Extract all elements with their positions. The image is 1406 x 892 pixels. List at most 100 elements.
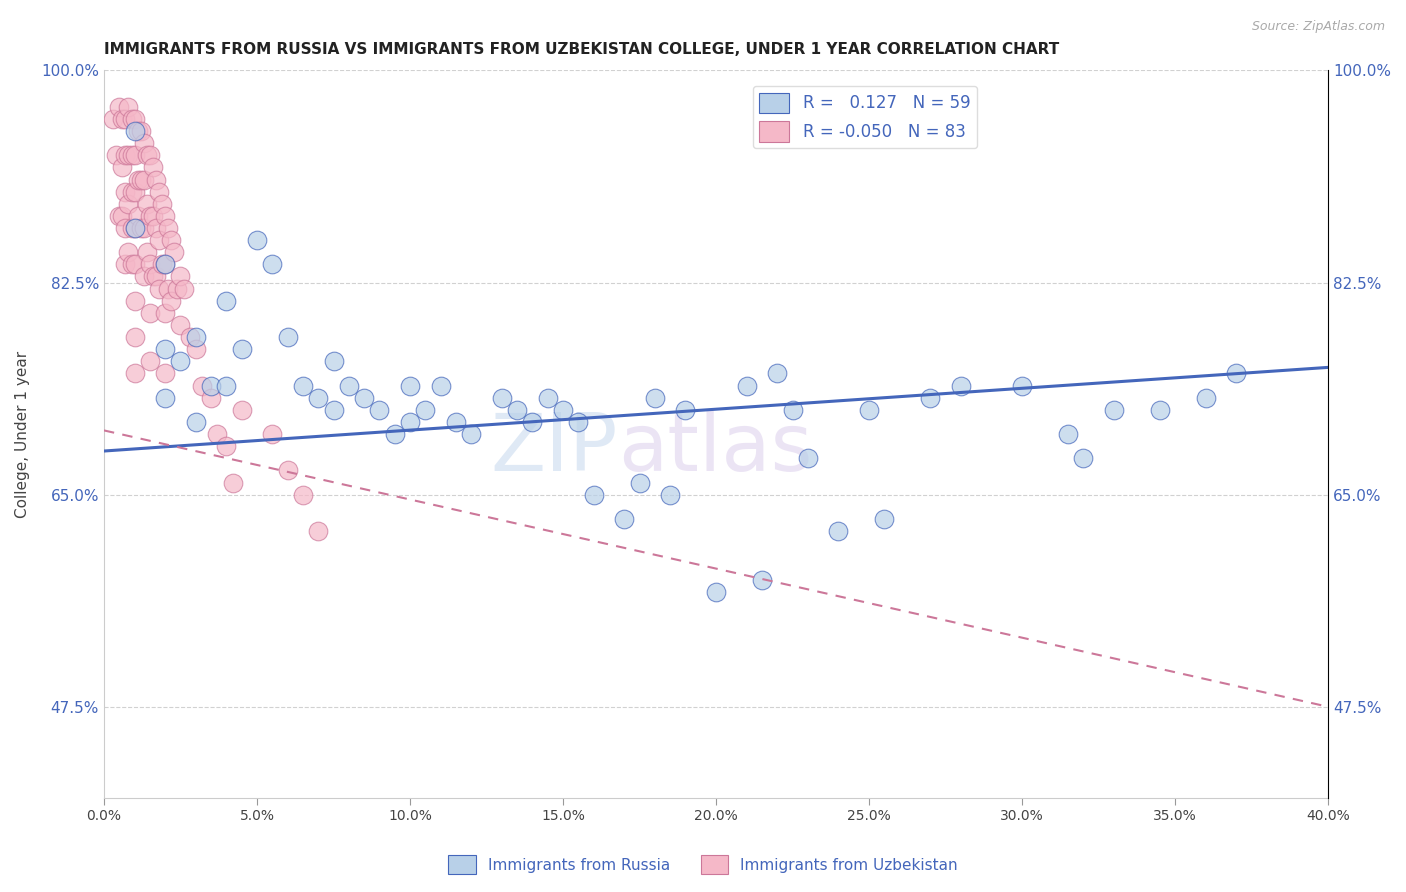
Point — [150, 196, 173, 211]
Point — [121, 221, 143, 235]
Point — [114, 185, 136, 199]
Point — [169, 354, 191, 368]
Point — [200, 378, 222, 392]
Point — [307, 524, 329, 538]
Point — [231, 342, 253, 356]
Point — [157, 282, 180, 296]
Point — [644, 391, 666, 405]
Point — [129, 221, 152, 235]
Point — [166, 282, 188, 296]
Point — [105, 148, 128, 162]
Point — [1195, 391, 1218, 405]
Point — [246, 233, 269, 247]
Point — [322, 402, 344, 417]
Point — [399, 378, 422, 392]
Point — [307, 391, 329, 405]
Point — [1057, 427, 1080, 442]
Y-axis label: College, Under 1 year: College, Under 1 year — [15, 351, 30, 517]
Point — [169, 318, 191, 332]
Point — [124, 185, 146, 199]
Point — [827, 524, 849, 538]
Point — [124, 124, 146, 138]
Point — [1102, 402, 1125, 417]
Point — [735, 378, 758, 392]
Point — [200, 391, 222, 405]
Point — [101, 112, 124, 126]
Point — [153, 342, 176, 356]
Point — [551, 402, 574, 417]
Point — [124, 330, 146, 344]
Point — [205, 427, 228, 442]
Point — [506, 402, 529, 417]
Point — [567, 415, 589, 429]
Point — [766, 367, 789, 381]
Point — [114, 148, 136, 162]
Point — [117, 100, 139, 114]
Point — [628, 475, 651, 490]
Point — [132, 221, 155, 235]
Point — [121, 148, 143, 162]
Point — [949, 378, 972, 392]
Point — [399, 415, 422, 429]
Point — [797, 451, 820, 466]
Point — [108, 100, 131, 114]
Point — [139, 354, 162, 368]
Point — [491, 391, 513, 405]
Point — [522, 415, 544, 429]
Point — [148, 233, 170, 247]
Point — [291, 488, 314, 502]
Point — [129, 124, 152, 138]
Point — [145, 269, 167, 284]
Point — [117, 196, 139, 211]
Point — [582, 488, 605, 502]
Point — [135, 245, 157, 260]
Point — [127, 124, 149, 138]
Point — [215, 439, 238, 453]
Point — [160, 293, 183, 308]
Point — [537, 391, 560, 405]
Point — [163, 245, 186, 260]
Point — [127, 172, 149, 186]
Text: ZIP: ZIP — [491, 409, 619, 488]
Point — [132, 136, 155, 150]
Point — [142, 161, 165, 175]
Point — [415, 402, 437, 417]
Point — [124, 221, 146, 235]
Text: IMMIGRANTS FROM RUSSIA VS IMMIGRANTS FROM UZBEKISTAN COLLEGE, UNDER 1 YEAR CORRE: IMMIGRANTS FROM RUSSIA VS IMMIGRANTS FRO… — [104, 42, 1059, 57]
Point — [184, 342, 207, 356]
Point — [157, 221, 180, 235]
Point — [384, 427, 406, 442]
Point — [353, 391, 375, 405]
Legend: R =   0.127   N = 59, R = -0.050   N = 83: R = 0.127 N = 59, R = -0.050 N = 83 — [752, 86, 977, 148]
Point — [368, 402, 391, 417]
Point — [148, 282, 170, 296]
Point — [215, 378, 238, 392]
Point — [920, 391, 942, 405]
Point — [139, 209, 162, 223]
Point — [184, 415, 207, 429]
Point — [858, 402, 880, 417]
Point — [111, 112, 134, 126]
Point — [444, 415, 467, 429]
Point — [262, 257, 284, 271]
Point — [291, 378, 314, 392]
Point — [1011, 378, 1033, 392]
Point — [114, 221, 136, 235]
Point — [127, 209, 149, 223]
Point — [108, 209, 131, 223]
Point — [277, 463, 299, 477]
Point — [153, 257, 176, 271]
Point — [121, 112, 143, 126]
Point — [873, 512, 896, 526]
Point — [150, 257, 173, 271]
Point — [169, 269, 191, 284]
Point — [124, 221, 146, 235]
Point — [153, 367, 176, 381]
Point — [117, 245, 139, 260]
Point — [429, 378, 451, 392]
Point — [117, 148, 139, 162]
Point — [145, 172, 167, 186]
Point — [145, 221, 167, 235]
Point — [124, 367, 146, 381]
Point — [124, 293, 146, 308]
